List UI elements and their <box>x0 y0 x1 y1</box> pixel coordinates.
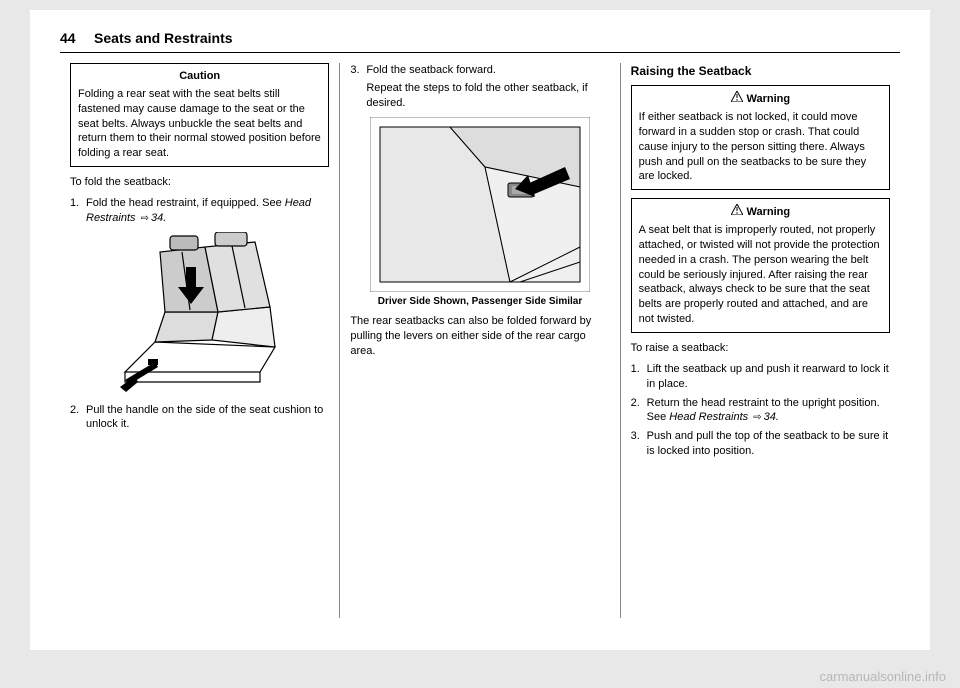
fold-steps-col2: 3. Fold the seatback forward. Repeat the… <box>350 63 609 111</box>
warning-text: A seat belt that is improperly routed, n… <box>639 223 882 327</box>
step-text: Fold the seatback forward. Repeat the st… <box>366 64 609 109</box>
watermark-text: carmanualsonline.info <box>820 669 946 684</box>
fold-step-1: 1. Fold the head restraint, if equipped.… <box>70 196 329 226</box>
warning-box-1: Warning If either seatback is not locked… <box>631 85 890 190</box>
step-number: 2. <box>631 396 640 411</box>
seat-fold-figure <box>70 232 329 397</box>
ref-arrow-icon <box>751 411 763 423</box>
fold-step-3: 3. Fold the seatback forward. Repeat the… <box>350 63 609 111</box>
ref-page: 34. <box>151 212 166 224</box>
step3-line1: Fold the seatback forward. <box>366 64 496 76</box>
step-text: Push and pull the top of the seatback to… <box>647 430 889 457</box>
warning-text: If either seatback is not locked, it cou… <box>639 110 882 184</box>
ref-page: 34. <box>764 411 779 423</box>
step-number: 1. <box>70 196 79 211</box>
step-text: Pull the handle on the side of the seat … <box>86 404 323 431</box>
warning-box-2: Warning A seat belt that is improperly r… <box>631 198 890 333</box>
content-columns: Caution Folding a rear seat with the sea… <box>60 63 900 618</box>
cross-ref: Head Restraints <box>669 411 748 423</box>
page-number: 44 <box>60 30 76 46</box>
manual-page: 44 Seats and Restraints Caution Folding … <box>30 10 930 650</box>
warning-triangle-icon <box>731 91 743 107</box>
cargo-lever-text: The rear seatbacks can also be folded fo… <box>350 314 609 359</box>
step-number: 1. <box>631 362 640 377</box>
caution-text: Folding a rear seat with the seat belts … <box>78 87 321 161</box>
warning-label: Warning <box>747 93 791 105</box>
cargo-illustration-icon <box>370 117 590 292</box>
cargo-lever-figure: Driver Side Shown, Passenger Side Simila… <box>350 117 609 309</box>
step-number: 3. <box>631 429 640 444</box>
step-text: Fold the head restraint, if equipped. Se… <box>86 197 282 209</box>
fold-intro: To fold the seatback: <box>70 175 329 190</box>
column-3: Raising the Seatback Warning If either s… <box>620 63 900 618</box>
warning-triangle-icon <box>731 204 743 220</box>
warning-label: Warning <box>747 206 791 218</box>
column-2: 3. Fold the seatback forward. Repeat the… <box>339 63 619 618</box>
raise-step-1: 1. Lift the seatback up and push it rear… <box>631 362 890 392</box>
raise-step-2: 2. Return the head restraint to the upri… <box>631 396 890 426</box>
caution-box: Caution Folding a rear seat with the sea… <box>70 63 329 167</box>
step3-line2: Repeat the steps to fold the other seatb… <box>366 81 609 111</box>
caution-title: Caution <box>78 69 321 84</box>
warning-title: Warning <box>639 204 882 220</box>
step-text: Lift the seatback up and push it rearwar… <box>647 363 889 390</box>
raise-intro: To raise a seatback: <box>631 341 890 356</box>
figure-caption: Driver Side Shown, Passenger Side Simila… <box>350 295 609 309</box>
raising-heading: Raising the Seatback <box>631 63 890 79</box>
seat-illustration-icon <box>100 232 300 397</box>
warning-title: Warning <box>639 91 882 107</box>
raise-steps: 1. Lift the seatback up and push it rear… <box>631 362 890 459</box>
ref-arrow-icon <box>139 212 151 224</box>
step-number: 2. <box>70 403 79 418</box>
fold-steps: 1. Fold the head restraint, if equipped.… <box>70 196 329 226</box>
step-number: 3. <box>350 63 359 78</box>
fold-step-2: 2. Pull the handle on the side of the se… <box>70 403 329 433</box>
column-1: Caution Folding a rear seat with the sea… <box>60 63 339 618</box>
page-header: 44 Seats and Restraints <box>60 30 900 53</box>
raise-step-3: 3. Push and pull the top of the seatback… <box>631 429 890 459</box>
fold-steps-cont: 2. Pull the handle on the side of the se… <box>70 403 329 433</box>
chapter-title: Seats and Restraints <box>94 30 233 46</box>
